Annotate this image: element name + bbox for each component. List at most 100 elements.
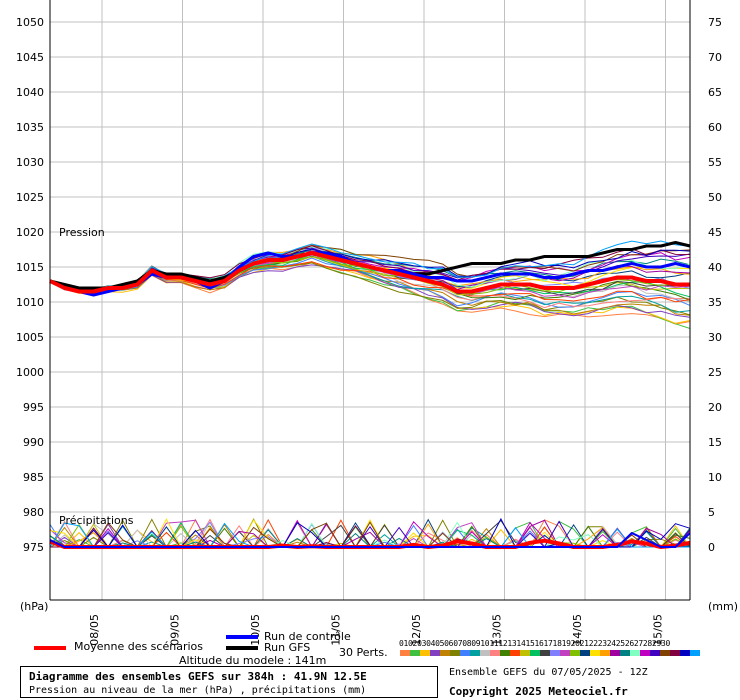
left-tick-label: 1030	[16, 156, 44, 169]
member-swatch	[520, 650, 530, 656]
member-swatch	[670, 650, 680, 656]
legend-gfs-label: Run GFS	[264, 641, 311, 654]
x-tick-label: 10/05	[249, 614, 262, 646]
member-swatch	[440, 650, 450, 656]
left-tick-label: 1000	[16, 366, 44, 379]
member-swatch	[430, 650, 440, 656]
left-tick-label: 1005	[16, 331, 44, 344]
member-swatch	[570, 650, 580, 656]
right-tick-label: 45	[708, 226, 722, 239]
chart-grid	[50, 0, 690, 600]
left-tick-label: 995	[23, 401, 44, 414]
left-tick-label: 1020	[16, 226, 44, 239]
x-tick-label: 12/05	[410, 614, 423, 646]
member-swatch	[480, 650, 490, 656]
right-tick-label: 25	[708, 366, 722, 379]
left-tick-label: 1010	[16, 296, 44, 309]
member-precip-line	[49, 518, 691, 549]
member-swatch	[610, 650, 620, 656]
member-swatch	[600, 650, 610, 656]
member-swatch	[660, 650, 670, 656]
member-swatch	[690, 650, 700, 656]
right-tick-label: 10	[708, 471, 722, 484]
altitude-label: Altitude du modele : 141m	[179, 654, 327, 667]
precip-annotation: Précipitations	[59, 514, 134, 527]
member-swatch	[540, 650, 550, 656]
right-tick-label: 50	[708, 191, 722, 204]
member-precip-line	[49, 519, 690, 548]
right-tick-label: 15	[708, 436, 722, 449]
chart-axes: 9759809859909951000100510101015102010251…	[16, 0, 722, 646]
left-tick-label: 1035	[16, 121, 44, 134]
member-precip-line	[50, 518, 691, 548]
right-tick-label: 30	[708, 331, 722, 344]
member-swatch	[460, 650, 470, 656]
left-tick-label: 990	[23, 436, 44, 449]
member-swatch	[550, 650, 560, 656]
right-tick-label: 0	[708, 541, 715, 554]
right-axis-unit: (mm)	[708, 600, 738, 613]
legend-control-label: Run de contrôle	[264, 630, 351, 643]
member-swatch	[620, 650, 630, 656]
member-swatch	[510, 650, 520, 656]
left-tick-label: 1050	[16, 16, 44, 29]
right-tick-label: 65	[708, 86, 722, 99]
main-series-lines	[49, 241, 691, 549]
member-precip-line	[50, 518, 691, 548]
left-tick-label: 980	[23, 506, 44, 519]
x-tick-label: 15/05	[652, 614, 665, 646]
ensemble-member-lines	[49, 240, 691, 549]
x-tick-label: 08/05	[88, 614, 101, 646]
member-color-swatches	[400, 650, 700, 656]
x-tick-label: 09/05	[169, 614, 182, 646]
member-pressure-line	[49, 240, 691, 292]
left-tick-label: 985	[23, 471, 44, 484]
right-tick-label: 60	[708, 121, 722, 134]
run-info: Ensemble GEFS du 07/05/2025 - 12Z	[449, 667, 648, 678]
member-swatch	[640, 650, 650, 656]
left-tick-label: 1040	[16, 86, 44, 99]
member-swatch	[400, 650, 410, 656]
pression-annotation: Pression	[59, 226, 105, 239]
member-swatch	[530, 650, 540, 656]
left-tick-label: 1045	[16, 51, 44, 64]
left-tick-label: 1015	[16, 261, 44, 274]
legend-mean-label: Moyenne des scénarios	[74, 640, 203, 653]
member-swatch	[450, 650, 460, 656]
left-tick-label: 1025	[16, 191, 44, 204]
member-swatch	[500, 650, 510, 656]
member-number-row: 0102030405060708091011121314151617181920…	[399, 639, 670, 648]
footer-title: Diagramme des ensembles GEFS sur 384h : …	[29, 670, 367, 683]
member-swatch	[650, 650, 660, 656]
member-precip-line	[49, 518, 691, 548]
member-precip-line	[49, 518, 690, 548]
member-swatch	[560, 650, 570, 656]
left-axis-unit: (hPa)	[20, 600, 48, 613]
right-tick-label: 5	[708, 506, 715, 519]
member-swatch	[680, 650, 690, 656]
member-swatch	[580, 650, 590, 656]
right-tick-label: 35	[708, 296, 722, 309]
copyright: Copyright 2025 Meteociel.fr	[449, 685, 628, 698]
x-tick-label: 13/05	[491, 614, 504, 646]
right-tick-label: 75	[708, 16, 722, 29]
member-swatch	[410, 650, 420, 656]
member-precip-line	[50, 518, 690, 548]
member-swatch	[420, 650, 430, 656]
left-tick-label: 975	[23, 541, 44, 554]
member-swatch	[630, 650, 640, 656]
right-tick-label: 20	[708, 401, 722, 414]
x-tick-label: 11/05	[330, 614, 343, 646]
member-swatch	[490, 650, 500, 656]
series-line-0	[49, 251, 690, 294]
precip-line-1	[49, 532, 691, 548]
members-count-label: 30 Perts.	[339, 646, 388, 659]
member-precip-line	[50, 519, 691, 548]
right-tick-label: 40	[708, 261, 722, 274]
member-swatch	[470, 650, 480, 656]
right-tick-label: 55	[708, 156, 722, 169]
member-swatch	[590, 650, 600, 656]
footer-title-box: Diagramme des ensembles GEFS sur 384h : …	[20, 666, 438, 698]
footer-subtitle: Pression au niveau de la mer (hPa) , pré…	[29, 685, 367, 696]
